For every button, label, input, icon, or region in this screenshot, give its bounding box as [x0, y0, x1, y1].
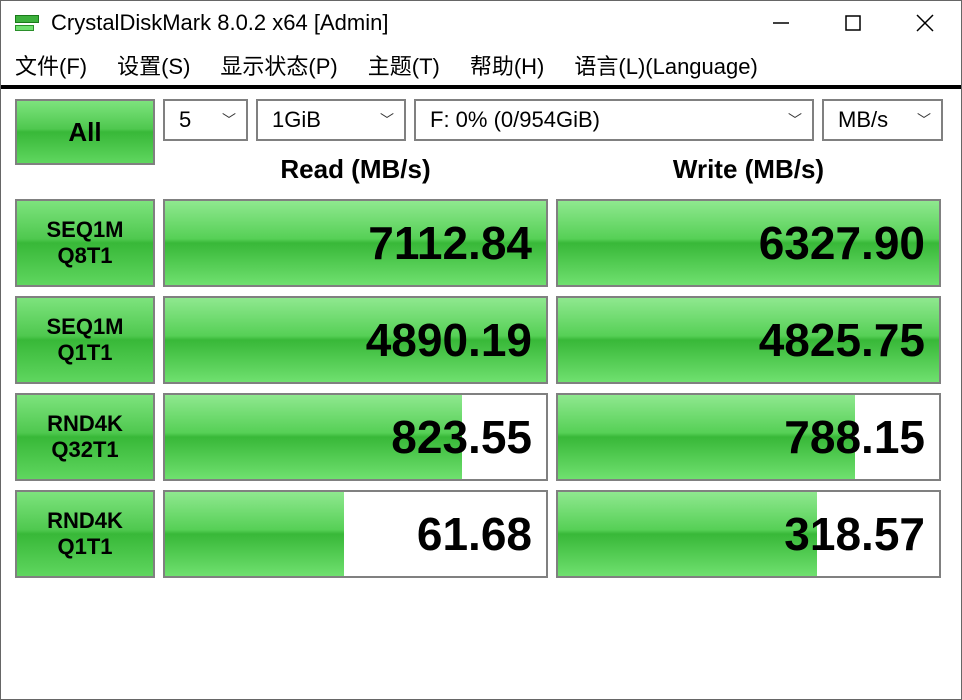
write-fill-bar — [558, 492, 817, 576]
menu-theme[interactable]: 主题(T) — [368, 49, 440, 81]
menu-display[interactable]: 显示状态(P) — [220, 49, 337, 81]
app-icon — [15, 11, 39, 35]
menu-help[interactable]: 帮助(H) — [470, 49, 545, 81]
maximize-button[interactable] — [817, 1, 889, 44]
test-button-SEQ1M-Q1T1[interactable]: SEQ1M Q1T1 — [15, 296, 155, 384]
read-result-cell: 823.55 — [163, 393, 548, 481]
read-result-cell: 4890.19 — [163, 296, 548, 384]
chevron-down-icon: ﹀ — [917, 110, 931, 130]
titlebar: CrystalDiskMark 8.0.2 x64 [Admin] — [1, 1, 961, 45]
write-result-cell: 4825.75 — [556, 296, 941, 384]
write-header: Write (MB/s) — [556, 147, 941, 191]
write-result-cell: 6327.90 — [556, 199, 941, 287]
read-value: 61.68 — [417, 507, 532, 561]
chevron-down-icon: ﹀ — [222, 110, 236, 130]
drive-value: F: 0% (0/954GiB) — [430, 107, 600, 133]
window-controls — [745, 1, 961, 44]
all-button-label: All — [68, 117, 101, 148]
test-row: SEQ1M Q8T1 7112.84 6327.90 — [15, 199, 947, 287]
menu-file[interactable]: 文件(F) — [15, 49, 87, 81]
minimize-button[interactable] — [745, 1, 817, 44]
runs-value: 5 — [179, 107, 191, 133]
test-label-line2: Q1T1 — [57, 340, 112, 366]
menu-settings[interactable]: 设置(S) — [117, 49, 190, 81]
size-dropdown[interactable]: 1GiB ﹀ — [256, 99, 406, 141]
test-button-RND4K-Q1T1[interactable]: RND4K Q1T1 — [15, 490, 155, 578]
write-value: 6327.90 — [759, 216, 925, 270]
all-button[interactable]: All — [15, 99, 155, 165]
read-result-cell: 7112.84 — [163, 199, 548, 287]
chevron-down-icon: ﹀ — [788, 110, 802, 130]
test-row: RND4K Q1T1 61.68 318.57 — [15, 490, 947, 578]
test-button-RND4K-Q32T1[interactable]: RND4K Q32T1 — [15, 393, 155, 481]
write-value: 4825.75 — [759, 313, 925, 367]
drive-dropdown[interactable]: F: 0% (0/954GiB) ﹀ — [414, 99, 814, 141]
write-result-cell: 318.57 — [556, 490, 941, 578]
test-row: SEQ1M Q1T1 4890.19 4825.75 — [15, 296, 947, 384]
test-label-line2: Q32T1 — [51, 437, 118, 463]
read-result-cell: 61.68 — [163, 490, 548, 578]
test-label-line2: Q8T1 — [57, 243, 112, 269]
unit-value: MB/s — [838, 107, 888, 133]
test-button-SEQ1M-Q8T1[interactable]: SEQ1M Q8T1 — [15, 199, 155, 287]
write-value: 318.57 — [784, 507, 925, 561]
write-value: 788.15 — [784, 410, 925, 464]
test-label-line1: RND4K — [47, 508, 123, 534]
test-label-line1: RND4K — [47, 411, 123, 437]
test-label-line1: SEQ1M — [46, 314, 123, 340]
test-label-line2: Q1T1 — [57, 534, 112, 560]
content-area: All 5 ﹀ 1GiB ﹀ F: 0% (0/954GiB) ﹀ MB/s ﹀ — [1, 89, 961, 578]
runs-dropdown[interactable]: 5 ﹀ — [163, 99, 248, 141]
close-button[interactable] — [889, 1, 961, 44]
test-label-line1: SEQ1M — [46, 217, 123, 243]
read-value: 823.55 — [391, 410, 532, 464]
test-row: RND4K Q32T1 823.55 788.15 — [15, 393, 947, 481]
window-title: CrystalDiskMark 8.0.2 x64 [Admin] — [51, 10, 745, 36]
read-header: Read (MB/s) — [163, 147, 548, 191]
menu-language[interactable]: 语言(L)(Language) — [574, 49, 757, 81]
menubar: 文件(F) 设置(S) 显示状态(P) 主题(T) 帮助(H) 语言(L)(La… — [1, 45, 961, 89]
read-value: 4890.19 — [366, 313, 532, 367]
unit-dropdown[interactable]: MB/s ﹀ — [822, 99, 943, 141]
write-result-cell: 788.15 — [556, 393, 941, 481]
read-value: 7112.84 — [368, 216, 532, 270]
chevron-down-icon: ﹀ — [380, 110, 394, 130]
size-value: 1GiB — [272, 107, 321, 133]
read-fill-bar — [165, 492, 344, 576]
